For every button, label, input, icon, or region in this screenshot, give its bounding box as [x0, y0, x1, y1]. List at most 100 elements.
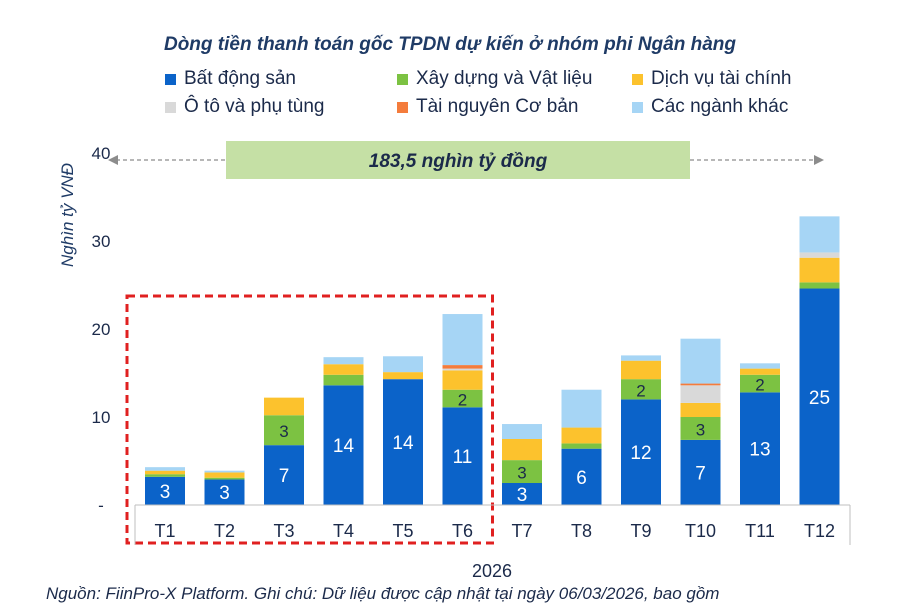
data-label: 25 — [809, 388, 830, 409]
legend-item: Tài nguyên Cơ bản — [397, 96, 578, 118]
bar-segment — [680, 417, 721, 440]
data-label: 13 — [749, 440, 770, 461]
data-label: 2 — [636, 381, 645, 400]
bar-segment — [680, 385, 721, 403]
bars: 3 3 7 3 14 14 11 2 3 3 6 12 2 7 3 13 2 25 — [145, 216, 840, 506]
bar-segment — [799, 257, 840, 283]
bar-segment — [442, 365, 483, 369]
legend-swatch — [165, 101, 176, 113]
bar-segment — [145, 474, 185, 477]
data-label: 3 — [160, 482, 171, 503]
x-axis: T1 T2 T3 T4 T5 T6 T7 T8 T9 T10 T11 T12 — [134, 504, 851, 545]
y-tick-label: 10 — [92, 408, 111, 427]
bar-segment — [740, 368, 780, 375]
bar-segment — [740, 392, 780, 505]
legend-label: Các ngành khác — [651, 96, 789, 117]
bar-segment — [323, 374, 364, 386]
bar-segment — [502, 439, 542, 461]
legend-swatch — [397, 73, 408, 85]
source-note: Nguồn: FiinPro-X Platform. Ghi chú: Dữ l… — [46, 584, 720, 603]
bar-segment — [740, 374, 780, 393]
bar-segment — [264, 445, 304, 505]
data-label: 3 — [517, 464, 526, 483]
x-tick-label: T11 — [745, 521, 775, 541]
bar-segment — [383, 372, 423, 380]
bar-segment — [621, 360, 661, 380]
data-label: 3 — [696, 420, 705, 439]
y-axis-title-group: Nghìn tỷ VNĐ — [58, 163, 77, 267]
legend-swatch — [397, 101, 408, 113]
bar-segment — [680, 383, 721, 386]
y-tick-label: 20 — [92, 320, 111, 339]
bar-segment — [561, 427, 602, 444]
legend-label: Xây dựng và Vật liệu — [416, 68, 593, 89]
annotation-text: 183,5 nghìn tỷ đồng — [369, 151, 548, 172]
legend-item: Các ngành khác — [632, 96, 788, 118]
bar-segment — [621, 399, 661, 505]
legend-item: Xây dựng và Vật liệu — [397, 68, 592, 90]
chart-title: Dòng tiền thanh toán gốc TPDN dự kiến ở … — [163, 34, 736, 55]
legend-item: Dịch vụ tài chính — [632, 68, 791, 90]
legend-item: Bất động sản — [165, 68, 296, 90]
bar-segment — [442, 370, 483, 390]
bar-segment — [561, 389, 602, 428]
x-tick-label: T1 — [154, 521, 175, 541]
bar-segment — [442, 389, 483, 408]
x-tick-label: T10 — [685, 521, 716, 541]
bar-segment — [383, 356, 423, 373]
x-tick-label: T4 — [333, 521, 354, 541]
legend-swatch — [165, 73, 176, 85]
bar-segment — [145, 476, 185, 505]
arrow-left-icon — [108, 155, 118, 165]
data-label: 3 — [219, 483, 230, 504]
data-label: 2 — [458, 391, 467, 410]
bar-segment — [680, 439, 721, 505]
x-tick-label: T12 — [804, 521, 835, 541]
data-label: 7 — [695, 463, 706, 484]
bar-segment — [621, 355, 661, 361]
bar-segment — [561, 448, 602, 505]
bar-segment — [740, 363, 780, 369]
x-tick-label: T3 — [273, 521, 294, 541]
legend-label: Tài nguyên Cơ bản — [416, 96, 579, 117]
data-label: 11 — [453, 447, 473, 468]
bar-segment — [442, 368, 483, 371]
bar-segment — [204, 472, 245, 478]
chart-legend: Bất động sản Xây dựng và Vật liệu Dịch vụ … — [165, 68, 865, 124]
y-tick-label: - — [98, 496, 104, 515]
data-label: 14 — [333, 436, 355, 457]
data-label: 12 — [630, 443, 651, 464]
bar-segment — [145, 470, 185, 475]
bar-segment — [323, 357, 364, 365]
arrow-right-icon — [814, 155, 824, 165]
y-tick-label: 40 — [92, 144, 111, 163]
annotation-box — [226, 141, 690, 179]
bar-segment — [680, 402, 721, 417]
legend-swatch — [632, 73, 643, 85]
bar-segment — [561, 443, 602, 449]
bar-segment — [204, 479, 245, 505]
bar-segment — [204, 470, 245, 473]
data-label: 6 — [576, 468, 587, 489]
bar-segment — [799, 216, 840, 253]
data-label: 2 — [755, 376, 764, 395]
bar-segment — [145, 467, 185, 471]
x-tick-label: T6 — [452, 521, 473, 541]
data-label: 3 — [279, 422, 288, 441]
x-tick-label: T9 — [630, 521, 651, 541]
bar-segment — [799, 288, 840, 505]
bar-segment — [323, 364, 364, 375]
x-tick-label: T8 — [571, 521, 592, 541]
y-tick-label: 30 — [92, 232, 111, 251]
data-label: 3 — [517, 485, 528, 506]
highlight-box — [125, 294, 494, 545]
legend-label: Bất động sản — [184, 68, 296, 89]
data-label: 14 — [392, 433, 414, 454]
legend-label: Ô tô và phụ tùng — [184, 96, 325, 117]
bar-segment — [502, 424, 542, 439]
bar-segment — [799, 252, 840, 258]
bar-segment — [204, 477, 245, 480]
bar-segment — [264, 397, 304, 416]
data-label: 7 — [279, 466, 290, 487]
